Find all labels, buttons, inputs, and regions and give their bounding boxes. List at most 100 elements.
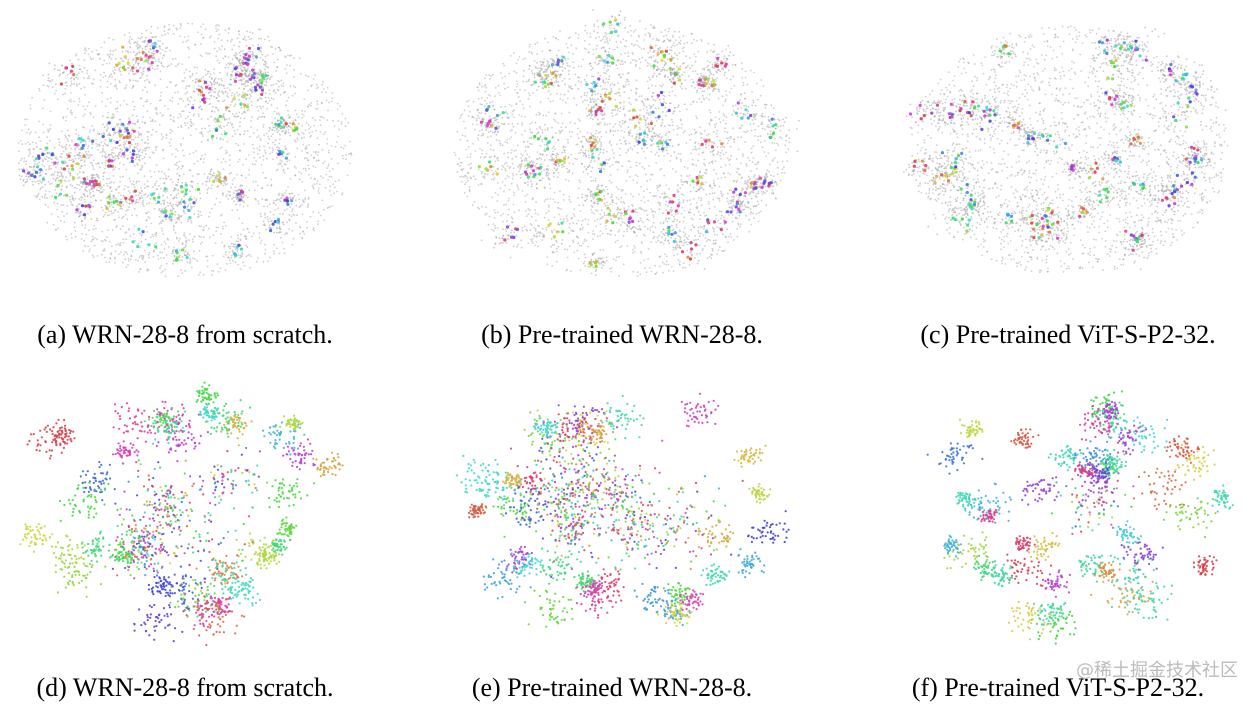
point [299,226,302,229]
point [489,148,492,151]
point [124,154,127,157]
point [84,94,86,96]
point [67,154,71,158]
point [114,126,116,128]
point [324,186,327,189]
point [103,71,105,74]
point [233,192,235,194]
point [655,271,658,274]
point [316,103,319,105]
point [180,203,183,205]
point [289,85,292,88]
point [221,180,224,183]
point [320,116,323,118]
point [240,107,243,109]
point [337,162,339,165]
point [536,41,539,44]
point [146,268,149,270]
point [144,149,147,152]
point [134,41,137,44]
point [273,110,276,113]
point [275,227,278,229]
point [99,151,102,154]
point [649,50,651,52]
point [277,231,280,234]
point [461,175,464,178]
point [171,252,174,255]
point [230,101,233,103]
point [155,145,158,148]
point [322,133,325,136]
point [136,144,139,147]
point [560,208,562,210]
point [177,217,180,220]
point [62,117,65,120]
point [86,175,89,178]
point [695,164,698,167]
point [193,205,196,208]
point [671,34,674,37]
point [258,149,261,152]
point [476,137,479,139]
point [717,97,720,100]
point [238,111,241,114]
point [683,227,686,230]
point [230,83,233,86]
point [647,258,649,260]
point [73,77,76,80]
point [268,100,271,102]
point [106,177,108,180]
point [592,230,594,232]
point [29,143,31,146]
point [47,157,50,159]
point [118,168,121,170]
point [202,274,205,276]
point [108,214,111,217]
point [206,192,209,194]
point [71,196,74,199]
point [222,255,225,258]
point [70,147,72,150]
point [676,253,679,256]
point [294,174,296,177]
point [183,205,187,209]
point [678,126,680,129]
point [653,235,656,238]
point [249,50,252,53]
point [119,81,121,84]
point [209,236,211,239]
point [702,188,705,191]
point [210,207,213,210]
point [232,69,235,71]
point [140,233,143,236]
point [86,72,88,75]
point [194,189,197,192]
point [81,233,84,235]
point [114,57,117,60]
point [282,213,284,216]
point [650,173,652,176]
point [109,53,112,56]
point [169,194,172,196]
point [507,200,510,202]
point [118,129,122,133]
point [255,198,257,201]
point [326,207,329,209]
point [673,42,675,44]
point [197,31,200,34]
point [534,65,537,68]
point [609,140,612,143]
point [77,203,80,206]
point [73,186,76,189]
point [59,82,64,86]
point [174,85,177,87]
point [56,158,58,160]
point [157,185,160,187]
point [131,199,135,203]
point [104,143,107,146]
point [103,132,105,135]
point [731,113,734,116]
point [326,167,328,170]
point [331,168,334,170]
point [494,170,497,173]
